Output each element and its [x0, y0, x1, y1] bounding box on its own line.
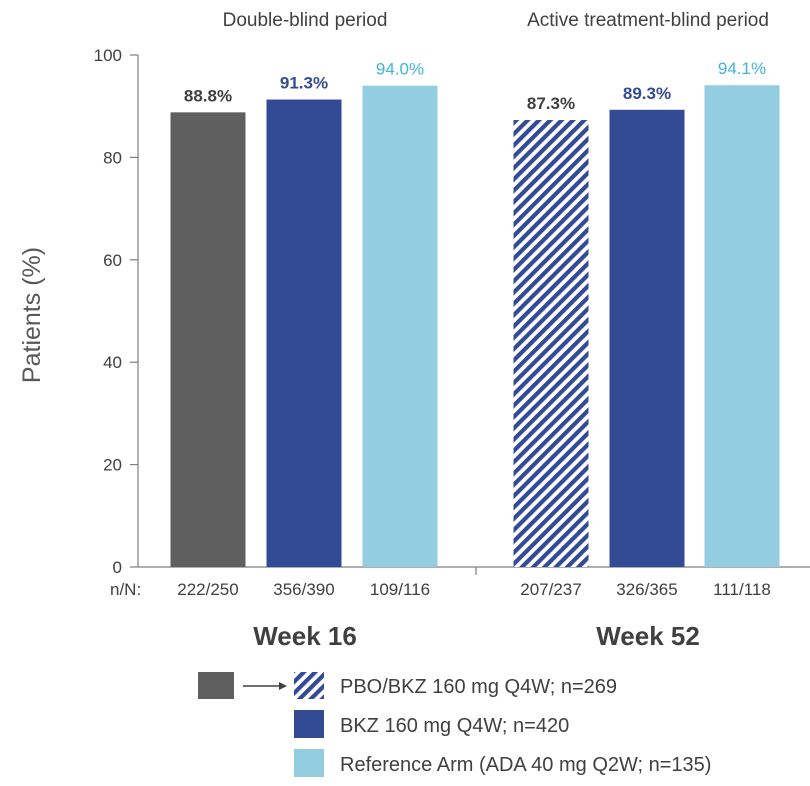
legend-swatch-bkz	[294, 710, 324, 738]
bar-week-52-3	[704, 85, 780, 567]
legend-swatch-reference	[294, 749, 324, 777]
bar-week-52-2	[609, 109, 685, 567]
bar-value-label: 94.0%	[376, 60, 424, 79]
n-labels: 222/250 356/390 109/116 207/237 326/365 111/1…	[177, 580, 771, 599]
bar-value-label: 88.8%	[184, 86, 232, 105]
bar-value-label: 89.3%	[623, 84, 671, 103]
legend-swatch-placebo	[198, 672, 234, 699]
group-label: Week 16	[253, 621, 357, 651]
legend-label-pbo-bkz: PBO/BKZ 160 mg Q4W; n=269	[340, 676, 617, 698]
y-tick-label: 100	[94, 46, 122, 65]
group-label: Week 52	[596, 621, 700, 651]
n-ratio-label: 111/118	[713, 580, 771, 599]
n-ratio-label: 356/390	[273, 580, 334, 599]
y-tick-label: 60	[103, 251, 122, 270]
y-tick-label: 40	[103, 353, 122, 372]
group-labels: Week 16 Week 52	[253, 621, 700, 651]
n-prefix: n/N:	[110, 580, 141, 599]
arrow-icon	[243, 682, 287, 690]
y-axis-label: Patients (%)	[18, 247, 46, 383]
legend-label-reference: Reference Arm (ADA 40 mg Q2W; n=135)	[340, 754, 711, 776]
bar-value-label: 87.3%	[527, 94, 575, 113]
n-ratio-label: 222/250	[177, 580, 238, 599]
legend-label-bkz: BKZ 160 mg Q4W; n=420	[340, 715, 569, 737]
value-labels: 88.8% 91.3% 94.0% 87.3% 89.3% 94.1%	[184, 59, 766, 113]
bar-week-16-1	[170, 112, 246, 568]
y-tick-label: 80	[103, 148, 122, 167]
legend: PBO/BKZ 160 mg Q4W; n=269 BKZ 160 mg Q4W…	[198, 672, 711, 777]
n-ratio-label: 109/116	[370, 580, 430, 599]
period-labels: Double-blind period Active treatment-blin…	[223, 10, 769, 31]
legend-swatch-pbo-bkz	[294, 672, 324, 699]
y-tick-label: 0	[113, 558, 122, 577]
bar-value-label: 91.3%	[280, 74, 328, 93]
y-axis-ticks: 0 20 40 60 80 100	[94, 46, 138, 577]
y-tick-label: 20	[103, 456, 122, 475]
bar-week-16-2	[266, 99, 342, 567]
period-label: Active treatment-blind period	[527, 10, 769, 31]
bar-value-label: 94.1%	[718, 59, 766, 78]
bar-week-16-3	[362, 85, 438, 567]
bars	[170, 85, 780, 568]
period-label: Double-blind period	[223, 10, 388, 31]
n-ratio-label: 207/237	[520, 580, 581, 599]
n-ratio-label: 326/365	[616, 580, 677, 599]
bar-week-52-1	[513, 120, 589, 568]
